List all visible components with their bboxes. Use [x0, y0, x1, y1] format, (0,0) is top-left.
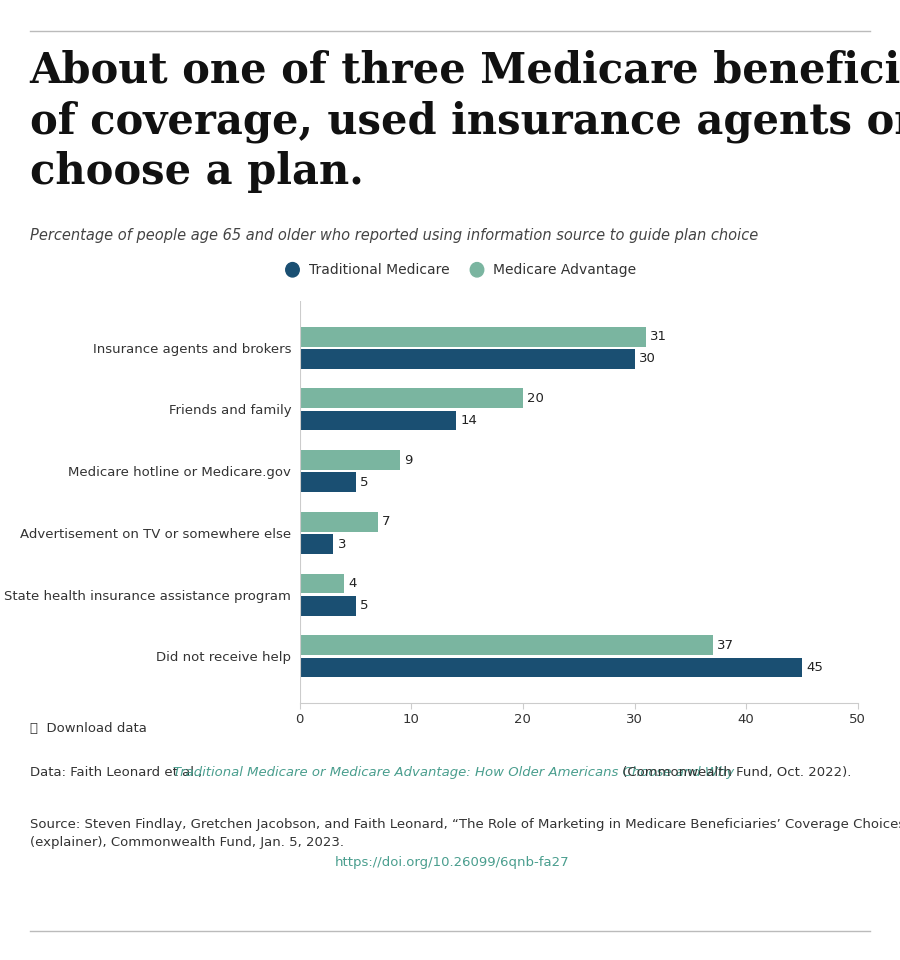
Text: 5: 5 — [360, 476, 368, 489]
Bar — [300, 512, 378, 532]
Bar — [300, 472, 356, 492]
Text: 9: 9 — [405, 453, 413, 467]
Text: 4: 4 — [349, 577, 357, 590]
Text: ⤓  Download data: ⤓ Download data — [30, 722, 147, 735]
Text: 20: 20 — [527, 392, 544, 405]
Bar — [300, 534, 333, 554]
Text: 7: 7 — [382, 516, 391, 528]
Text: Percentage of people age 65 and older who reported using information source to g: Percentage of people age 65 and older wh… — [30, 228, 758, 244]
Bar — [300, 349, 634, 369]
Text: (Commonwealth Fund, Oct. 2022).: (Commonwealth Fund, Oct. 2022). — [618, 766, 851, 780]
Text: About one of three Medicare beneficiaries, regardless
of coverage, used insuranc: About one of three Medicare beneficiarie… — [30, 50, 900, 193]
Bar — [300, 450, 400, 470]
Text: Data: Faith Leonard et al.,: Data: Faith Leonard et al., — [30, 766, 206, 780]
Text: 37: 37 — [717, 638, 734, 652]
Bar — [300, 326, 645, 347]
Text: 45: 45 — [806, 661, 824, 674]
Bar — [300, 658, 802, 678]
Bar — [300, 596, 356, 615]
Bar — [300, 574, 345, 593]
Text: Medicare Advantage: Medicare Advantage — [493, 263, 636, 276]
Text: 31: 31 — [650, 330, 667, 343]
Text: Source: Steven Findlay, Gretchen Jacobson, and Faith Leonard, “The Role of Marke: Source: Steven Findlay, Gretchen Jacobso… — [30, 818, 900, 849]
Text: 30: 30 — [639, 352, 656, 366]
Text: Traditional Medicare or Medicare Advantage: How Older Americans Choose and Why: Traditional Medicare or Medicare Advanta… — [173, 766, 734, 780]
Text: 14: 14 — [461, 414, 477, 427]
Text: https://doi.org/10.26099/6qnb-fa27: https://doi.org/10.26099/6qnb-fa27 — [335, 856, 570, 870]
Text: 3: 3 — [338, 538, 346, 551]
Text: Traditional Medicare: Traditional Medicare — [309, 263, 449, 276]
Text: 5: 5 — [360, 599, 368, 612]
Bar — [300, 389, 523, 408]
Bar — [300, 411, 456, 430]
Bar — [300, 636, 713, 655]
